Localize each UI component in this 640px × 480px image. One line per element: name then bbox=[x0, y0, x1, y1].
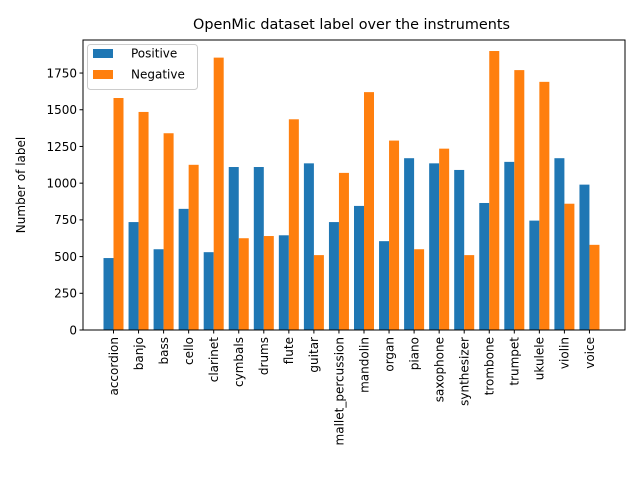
x-tick-label-accordion: accordion bbox=[107, 337, 121, 396]
legend-swatch-positive bbox=[93, 49, 113, 58]
x-tick-label-piano: piano bbox=[407, 337, 421, 370]
x-tick-label-drums: drums bbox=[257, 337, 271, 375]
bar-positive-organ bbox=[379, 241, 390, 330]
x-tick-label-banjo: banjo bbox=[132, 337, 146, 370]
x-tick-label-voice: voice bbox=[583, 337, 597, 369]
x-tick-label-cymbals: cymbals bbox=[232, 337, 246, 387]
bar-positive-cello bbox=[178, 208, 189, 330]
bar-negative-cymbals bbox=[238, 238, 249, 330]
x-tick-label-clarinet: clarinet bbox=[207, 337, 221, 383]
bar-negative-accordion bbox=[113, 98, 124, 330]
bar-negative-saxophone bbox=[439, 148, 450, 330]
x-tick-label-organ: organ bbox=[382, 337, 396, 372]
bar-positive-piano bbox=[404, 158, 415, 330]
legend-label-negative: Negative bbox=[131, 68, 185, 82]
bar-positive-mallet_percussion bbox=[328, 222, 339, 330]
x-tick-label-bass: bass bbox=[157, 337, 171, 364]
legend: Positive Negative bbox=[87, 44, 198, 90]
bar-positive-saxophone bbox=[429, 163, 440, 330]
legend-swatch-negative bbox=[93, 70, 113, 79]
y-tick-label: 1500 bbox=[46, 103, 77, 117]
x-tick-label-trumpet: trumpet bbox=[508, 337, 522, 386]
y-axis-ticks: 0 250 500 750 1000 1250 1500 1750 bbox=[46, 66, 83, 337]
y-axis-label: Number of label bbox=[14, 137, 28, 233]
bar-negative-drums bbox=[263, 236, 274, 330]
bar-positive-clarinet bbox=[203, 252, 214, 330]
x-tick-label-trombone: trombone bbox=[483, 337, 497, 395]
bar-negative-clarinet bbox=[213, 57, 224, 331]
bar-negative-guitar bbox=[313, 255, 324, 330]
bar-negative-flute bbox=[288, 119, 299, 330]
bar-negative-synthesizer bbox=[464, 255, 475, 330]
plot-frame bbox=[82, 39, 626, 331]
bar-positive-voice bbox=[579, 184, 590, 330]
y-tick-label: 0 bbox=[69, 323, 77, 337]
y-tick-label: 500 bbox=[54, 250, 77, 264]
legend-label-positive: Positive bbox=[131, 47, 177, 61]
bar-positive-synthesizer bbox=[454, 169, 465, 330]
bar-positive-accordion bbox=[103, 258, 114, 330]
chart-title: OpenMic dataset label over the instrumen… bbox=[193, 17, 510, 33]
bar-positive-guitar bbox=[303, 163, 314, 330]
x-tick-label-synthesizer: synthesizer bbox=[458, 337, 472, 406]
bar-negative-ukulele bbox=[539, 81, 550, 330]
y-tick-label: 750 bbox=[54, 213, 77, 227]
bar-negative-violin bbox=[564, 203, 575, 330]
x-tick-label-cello: cello bbox=[182, 337, 196, 365]
bar-negative-bass bbox=[163, 133, 174, 330]
bar-positive-banjo bbox=[128, 222, 139, 330]
legend-box bbox=[87, 44, 198, 90]
x-tick-label-ukulele: ukulele bbox=[533, 337, 547, 380]
bar-negative-piano bbox=[414, 249, 425, 330]
x-tick-label-flute: flute bbox=[282, 337, 296, 364]
bar-negative-trumpet bbox=[514, 70, 525, 331]
y-tick-label: 1750 bbox=[46, 66, 77, 80]
bars-group bbox=[103, 51, 600, 331]
bar-positive-trombone bbox=[479, 202, 490, 330]
bar-positive-drums bbox=[253, 167, 264, 330]
bar-positive-trumpet bbox=[504, 161, 515, 330]
x-tick-label-mandolin: mandolin bbox=[357, 337, 371, 393]
bar-positive-ukulele bbox=[529, 220, 540, 330]
y-tick-label: 1000 bbox=[46, 176, 77, 190]
x-axis-ticks: accordion banjo bass cello clarinet cymbals dr… bbox=[107, 330, 597, 445]
bar-positive-cymbals bbox=[228, 167, 239, 330]
y-tick-label: 250 bbox=[54, 287, 77, 301]
bar-positive-violin bbox=[554, 158, 565, 330]
bar-negative-mallet_percussion bbox=[338, 172, 349, 330]
bar-positive-flute bbox=[278, 235, 289, 330]
bar-positive-mandolin bbox=[354, 205, 364, 330]
bar-negative-cello bbox=[188, 164, 199, 330]
x-tick-label-guitar: guitar bbox=[307, 337, 321, 373]
bar-positive-bass bbox=[153, 249, 164, 330]
bar-negative-organ bbox=[389, 140, 400, 330]
x-tick-label-saxophone: saxophone bbox=[432, 337, 446, 402]
x-tick-label-mallet_percussion: mallet_percussion bbox=[332, 337, 346, 445]
y-tick-label: 1250 bbox=[46, 140, 77, 154]
bar-negative-mandolin bbox=[364, 92, 374, 330]
bar-negative-voice bbox=[589, 244, 600, 330]
x-tick-label-violin: violin bbox=[558, 337, 572, 369]
bar-negative-trombone bbox=[489, 51, 500, 330]
bar-negative-banjo bbox=[138, 111, 149, 330]
